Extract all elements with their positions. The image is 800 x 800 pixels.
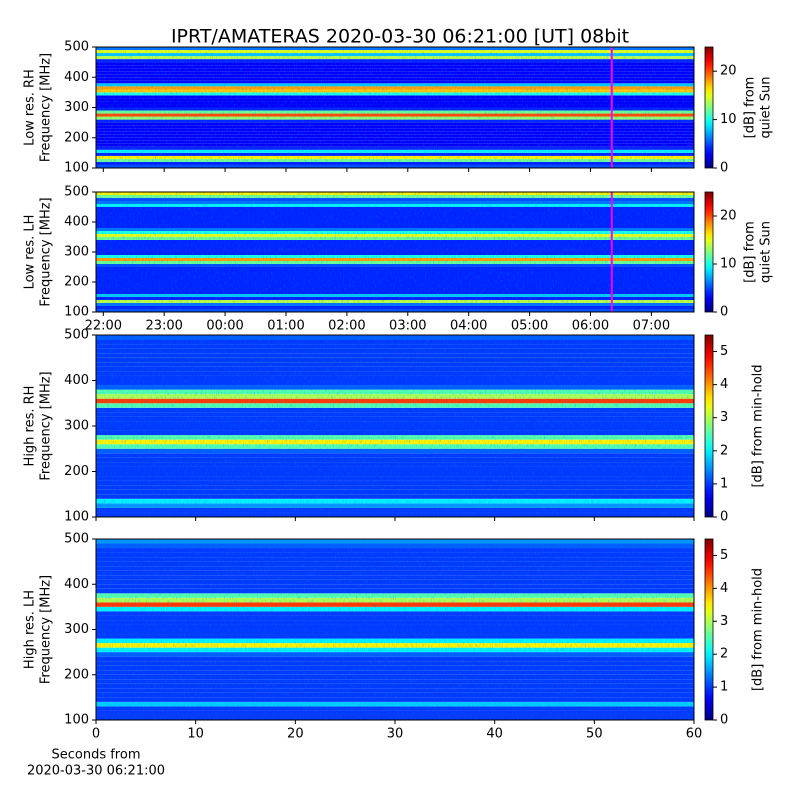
figure-title: IPRT/AMATERAS 2020-03-30 06:21:00 [UT] 0… bbox=[171, 26, 629, 48]
y-tick-label: 400 bbox=[64, 215, 89, 230]
y-axis-label: Frequency [MHz] bbox=[39, 371, 54, 480]
colorbar-tick-label: 0 bbox=[720, 713, 728, 728]
y-tick-label: 200 bbox=[64, 667, 89, 682]
colorbar-tick-label: 1 bbox=[720, 680, 728, 695]
y-tick-label: 500 bbox=[64, 328, 89, 343]
colorbar bbox=[704, 191, 714, 313]
y-tick-label: 500 bbox=[64, 185, 89, 200]
colorbar-tick-label: 20 bbox=[720, 64, 737, 79]
x-tick-label: 40 bbox=[486, 727, 503, 742]
y-tick-label: 400 bbox=[64, 373, 89, 388]
y-tick-label: 300 bbox=[64, 622, 89, 637]
y-axis-label: Low res. RH bbox=[23, 69, 38, 146]
y-axis-label: Frequency [MHz] bbox=[39, 53, 54, 162]
colorbar-tick-label: 1 bbox=[720, 476, 728, 491]
colorbar-label: [dB] from bbox=[743, 221, 758, 283]
y-axis-label: Frequency [MHz] bbox=[39, 197, 54, 306]
y-tick-label: 200 bbox=[64, 130, 89, 145]
y-tick-label: 400 bbox=[64, 70, 89, 85]
colorbar-label: quiet Sun bbox=[759, 221, 774, 283]
colorbar-tick-label: 3 bbox=[720, 410, 728, 425]
y-tick-label: 300 bbox=[64, 245, 89, 260]
colorbar-tick-label: 4 bbox=[720, 377, 728, 392]
x-tick-label: 07:00 bbox=[633, 319, 670, 334]
colorbar bbox=[704, 538, 714, 721]
colorbar-tick-label: 20 bbox=[720, 209, 737, 224]
colorbar-tick-label: 2 bbox=[720, 443, 728, 458]
noise-texture bbox=[96, 192, 694, 312]
y-tick-label: 200 bbox=[64, 464, 89, 479]
y-tick-label: 300 bbox=[64, 419, 89, 434]
x-tick-label: 05:00 bbox=[511, 319, 548, 334]
y-axis-label: High res. LH bbox=[23, 590, 38, 669]
x-tick-label: 30 bbox=[387, 727, 404, 742]
colorbar-label: [dB] from min-hold bbox=[751, 364, 766, 487]
x-tick-label: 02:00 bbox=[328, 319, 365, 334]
colorbar-tick-label: 5 bbox=[720, 548, 728, 563]
y-axis-label: Frequency [MHz] bbox=[39, 575, 54, 684]
noise-texture bbox=[96, 335, 694, 517]
x-tick-label: 23:00 bbox=[145, 319, 182, 334]
colorbar-tick-label: 2 bbox=[720, 647, 728, 662]
y-tick-label: 100 bbox=[64, 305, 89, 320]
y-tick-label: 200 bbox=[64, 275, 89, 290]
x-axis-label: 2020-03-30 06:21:00 bbox=[27, 764, 165, 779]
colorbar-label: quiet Sun bbox=[759, 76, 774, 138]
x-tick-label: 01:00 bbox=[267, 319, 304, 334]
colorbar-tick-label: 0 bbox=[720, 510, 728, 525]
x-tick-label: 20 bbox=[287, 727, 304, 742]
noise-texture bbox=[96, 539, 694, 720]
x-tick-label: 0 bbox=[92, 727, 100, 742]
colorbar-label: [dB] from min-hold bbox=[751, 568, 766, 691]
y-tick-label: 500 bbox=[64, 40, 89, 55]
colorbar bbox=[704, 46, 714, 169]
y-tick-label: 400 bbox=[64, 577, 89, 592]
x-tick-label: 03:00 bbox=[389, 319, 426, 334]
y-axis-label: High res. RH bbox=[23, 386, 38, 467]
x-tick-label: 04:00 bbox=[450, 319, 487, 334]
y-tick-label: 300 bbox=[64, 100, 89, 115]
x-tick-label: 50 bbox=[586, 727, 603, 742]
colorbar-label: [dB] from bbox=[743, 77, 758, 139]
colorbar-tick-label: 10 bbox=[720, 112, 737, 127]
colorbar-tick-label: 5 bbox=[720, 344, 728, 359]
x-tick-label: 22:00 bbox=[85, 319, 122, 334]
x-tick-label: 10 bbox=[187, 727, 204, 742]
y-tick-label: 500 bbox=[64, 532, 89, 547]
y-tick-label: 100 bbox=[64, 713, 89, 728]
colorbar bbox=[704, 334, 714, 518]
x-axis-label: Seconds from bbox=[51, 748, 140, 763]
noise-texture bbox=[96, 47, 694, 168]
y-tick-label: 100 bbox=[64, 510, 89, 525]
colorbar-tick-label: 0 bbox=[720, 305, 728, 320]
colorbar-tick-label: 10 bbox=[720, 257, 737, 272]
x-tick-label: 00:00 bbox=[206, 319, 243, 334]
colorbar-tick-label: 4 bbox=[720, 581, 728, 596]
y-tick-label: 100 bbox=[64, 161, 89, 176]
colorbar-tick-label: 3 bbox=[720, 614, 728, 629]
y-axis-label: Low res. LH bbox=[23, 215, 38, 290]
x-tick-label: 60 bbox=[686, 727, 703, 742]
colorbar-tick-label: 0 bbox=[720, 161, 728, 176]
x-tick-label: 06:00 bbox=[572, 319, 609, 334]
